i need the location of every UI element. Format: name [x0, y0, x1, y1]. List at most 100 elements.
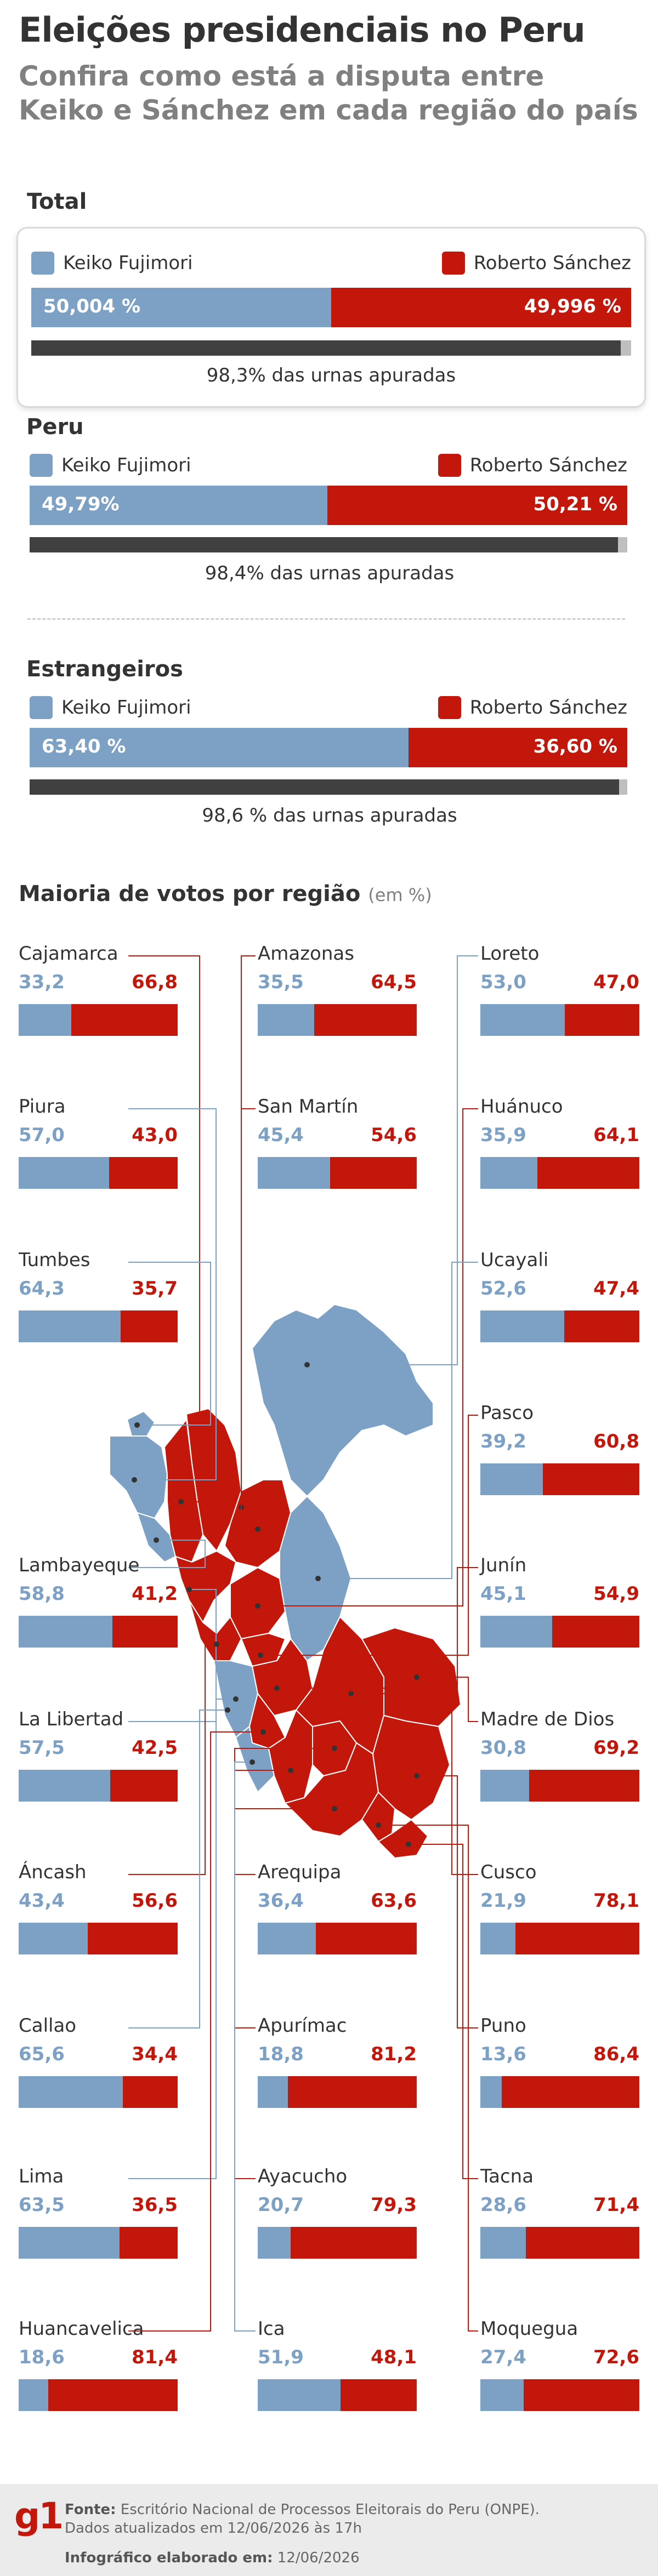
result-bar: 49,79% 50,21 % — [30, 486, 627, 525]
sanchez-swatch — [438, 696, 461, 719]
keiko-value-label: 35,5 — [258, 971, 304, 993]
sanchez-bar — [110, 1770, 178, 1802]
region-bar — [19, 1004, 178, 1036]
progress-bar — [30, 779, 627, 795]
sanchez-bar — [48, 2379, 178, 2411]
region-name: Ucayali — [480, 1249, 549, 1271]
region-card: Lima 63,5 36,5 — [19, 2165, 178, 2259]
update-text: Dados atualizados em 12/06/2026 às 17h — [65, 2520, 362, 2537]
region-bar — [19, 2227, 178, 2259]
progress-label: 98,4% das urnas apuradas — [205, 562, 455, 584]
region-card: Loreto 53,0 47,0 — [480, 943, 639, 1036]
keiko-value-label: 52,6 — [480, 1278, 526, 1300]
keiko-value-label: 53,0 — [480, 971, 526, 993]
region-name: Tacna — [480, 2165, 534, 2187]
sanchez-value-label: 34,4 — [132, 2043, 178, 2065]
sanchez-bar — [564, 1310, 639, 1342]
region-shape-la-libertad — [174, 1550, 237, 1624]
sanchez-value-label: 43,0 — [132, 1124, 178, 1146]
regions-title: Maioria de votos por região (em %) — [19, 881, 432, 907]
section-peru: Peru Keiko Fujimori Roberto Sánchez 49,7… — [19, 414, 640, 591]
region-bar — [19, 2076, 178, 2108]
keiko-bar — [258, 2379, 341, 2411]
sanchez-bar — [314, 1004, 417, 1036]
sanchez-value-label: 63,6 — [371, 1890, 417, 1912]
sanchez-value-label: 81,2 — [371, 2043, 417, 2065]
keiko-bar — [19, 1770, 110, 1802]
sanchez-bar — [340, 2379, 417, 2411]
sanchez-bar — [330, 1157, 417, 1189]
region-card: Pasco 39,2 60,8 — [480, 1402, 639, 1495]
section-title: Peru — [26, 414, 84, 440]
keiko-bar — [480, 2227, 526, 2259]
sanchez-value: 36,60 % — [533, 736, 617, 757]
region-name: Moquegua — [480, 2318, 578, 2340]
sanchez-bar — [291, 2227, 417, 2259]
region-bar — [19, 2379, 178, 2411]
region-name: Madre de Dios — [480, 1708, 615, 1730]
region-bar — [19, 1310, 178, 1342]
sanchez-bar: 49,996 % — [331, 288, 631, 327]
sanchez-bar — [552, 1616, 639, 1648]
region-name: Lima — [19, 2165, 64, 2187]
keiko-value-label: 43,4 — [19, 1890, 65, 1912]
keiko-value-label: 33,2 — [19, 971, 65, 993]
keiko-bar: 63,40 % — [30, 728, 409, 767]
sanchez-bar — [112, 1616, 178, 1648]
keiko-bar — [480, 1616, 552, 1648]
region-bar — [19, 1616, 178, 1648]
region-card: Amazonas 35,5 64,5 — [258, 943, 417, 1036]
region-name: Lambayeque — [19, 1554, 140, 1576]
sanchez-value-label: 71,4 — [593, 2194, 639, 2216]
sanchez-value-label: 72,6 — [593, 2346, 639, 2368]
section-title: Total — [27, 189, 87, 214]
keiko-value-label: 36,4 — [258, 1890, 304, 1912]
region-card: San Martín 45,4 54,6 — [258, 1096, 417, 1189]
region-name: Junín — [480, 1554, 527, 1576]
sanchez-value-label: 79,3 — [371, 2194, 417, 2216]
keiko-value-label: 20,7 — [258, 2194, 304, 2216]
keiko-bar — [258, 1004, 314, 1036]
region-card: Áncash 43,4 56,6 — [19, 1861, 178, 1954]
sanchez-value-label: 36,5 — [132, 2194, 178, 2216]
keiko-value-label: 39,2 — [480, 1431, 526, 1452]
region-card: Ayacucho 20,7 79,3 — [258, 2165, 417, 2259]
keiko-value-label: 51,9 — [258, 2346, 304, 2368]
region-name: Loreto — [480, 943, 540, 965]
keiko-bar — [258, 1157, 330, 1189]
footer: g1 Fonte: Escritório Nacional de Process… — [0, 2484, 658, 2576]
keiko-bar — [480, 1004, 565, 1036]
sanchez-value-label: 42,5 — [132, 1737, 178, 1759]
legend-keiko: Keiko Fujimori — [30, 454, 191, 477]
keiko-bar — [480, 1923, 515, 1954]
region-name: La Libertad — [19, 1708, 124, 1730]
region-name: Áncash — [19, 1861, 87, 1883]
sanchez-bar — [564, 1004, 639, 1036]
region-card: Junín 45,1 54,9 — [480, 1554, 639, 1648]
region-name: Piura — [19, 1096, 66, 1118]
keiko-value-label: 21,9 — [480, 1890, 526, 1912]
legend-sanchez: Roberto Sánchez — [441, 252, 631, 275]
sanchez-value-label: 64,5 — [371, 971, 417, 993]
sanchez-bar — [525, 2227, 639, 2259]
region-bar — [258, 1157, 417, 1189]
sanchez-bar — [120, 2227, 178, 2259]
keiko-bar — [258, 2076, 288, 2108]
region-card: Tumbes 64,3 35,7 — [19, 1249, 178, 1342]
region-bar — [258, 2076, 417, 2108]
keiko-bar — [19, 2227, 120, 2259]
region-name: Huánuco — [480, 1096, 563, 1118]
sanchez-value-label: 81,4 — [132, 2346, 178, 2368]
sanchez-bar — [502, 2076, 639, 2108]
keiko-value-label: 45,4 — [258, 1124, 304, 1146]
sanchez-bar — [529, 1770, 639, 1802]
region-card: Arequipa 36,4 63,6 — [258, 1861, 417, 1954]
sanchez-value-label: 69,2 — [593, 1737, 639, 1759]
keiko-value-label: 28,6 — [480, 2194, 526, 2216]
sanchez-bar: 36,60 % — [409, 728, 627, 767]
keiko-bar — [480, 1310, 564, 1342]
keiko-bar: 49,79% — [30, 486, 327, 525]
sanchez-bar — [87, 1923, 178, 1954]
page-subtitle: Confira como está a disputa entre Keiko … — [19, 60, 638, 126]
region-bar — [480, 2227, 639, 2259]
